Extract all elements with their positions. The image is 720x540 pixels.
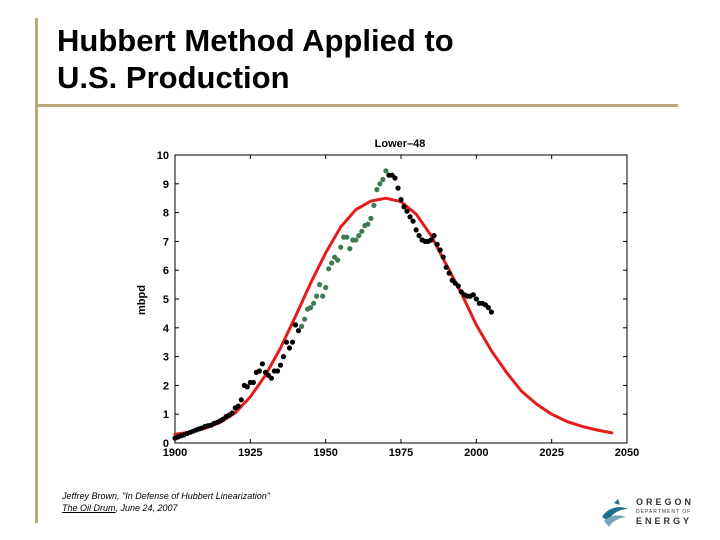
- observed-point: [428, 237, 434, 243]
- observed-point: [401, 204, 407, 210]
- observed-point: [238, 397, 244, 403]
- fitted-range-point: [383, 168, 389, 174]
- fitted-range-point: [359, 228, 365, 234]
- observed-point: [292, 322, 299, 328]
- logo-text-oregon: OREGON: [636, 497, 695, 507]
- fitted-range-point: [368, 215, 374, 221]
- observed-point: [440, 254, 446, 260]
- y-tick-label: 5: [163, 294, 169, 306]
- observed-point: [244, 384, 250, 390]
- fitted-range-point: [347, 246, 353, 252]
- observed-point: [413, 227, 419, 233]
- observed-point: [283, 339, 290, 345]
- y-tick-label: 4: [163, 323, 170, 335]
- citation: Jeffrey Brown, "In Defense of Hubbert Li…: [62, 490, 270, 514]
- fitted-range-point: [380, 176, 386, 183]
- citation-date: , June 24, 2007: [115, 503, 178, 513]
- observed-point: [437, 247, 443, 253]
- observed-point: [295, 328, 302, 334]
- fitted-range-point: [326, 266, 332, 272]
- observed-point: [286, 345, 293, 351]
- y-tick-label: 0: [163, 438, 169, 450]
- x-tick-label: 2025: [539, 447, 563, 459]
- fitted-range-point: [371, 202, 377, 208]
- observed-point: [485, 305, 491, 311]
- x-tick-label: 1950: [313, 447, 337, 459]
- observed-point: [250, 379, 256, 386]
- observed-point: [470, 292, 476, 298]
- fitted-range-point: [335, 257, 341, 263]
- y-tick-label: 3: [163, 352, 169, 364]
- y-tick-label: 1: [163, 409, 169, 421]
- x-tick-label: 1925: [238, 447, 262, 459]
- fitted-range-point: [377, 181, 383, 187]
- fitted-range-point: [323, 284, 329, 291]
- oregon-energy-logo-icon: [602, 499, 628, 527]
- observed-point: [229, 410, 235, 416]
- fitted-range-point: [365, 221, 371, 227]
- fitted-range-point: [353, 237, 359, 243]
- vertical-rule: [35, 18, 38, 523]
- x-tick-label: 2000: [464, 447, 488, 459]
- observed-point: [395, 185, 401, 191]
- y-tick-label: 2: [163, 380, 169, 392]
- observed-point: [398, 197, 404, 203]
- observed-point: [431, 233, 437, 239]
- fitted-range-point: [314, 293, 320, 299]
- hubbert-chart: 1900 1925 1950 1975 2000 2025 2050 0 1 2 3 4 5 6 7 8 9 10…: [136, 138, 639, 459]
- x-tick-label: 2050: [615, 447, 639, 459]
- logo-text-department: DEPARTMENT OF: [636, 509, 692, 515]
- fitted-range-point: [338, 244, 344, 250]
- observed-point: [407, 214, 413, 220]
- citation-line-1: Jeffrey Brown, "In Defense of Hubbert Li…: [62, 491, 270, 501]
- observed-point: [268, 375, 274, 381]
- observed-point: [277, 362, 284, 368]
- y-tick-label: 8: [163, 208, 169, 220]
- y-axis-label: mbpd: [136, 285, 148, 315]
- citation-publication: The Oil Drum: [62, 503, 116, 513]
- observed-point: [443, 264, 449, 270]
- citation-line-2: The Oil Drum, June 24, 2007: [62, 502, 270, 514]
- observed-point: [235, 403, 241, 409]
- observed-point: [473, 296, 479, 302]
- observed-point: [256, 368, 262, 374]
- fitted-range-point: [320, 293, 326, 299]
- observed-point: [434, 241, 440, 247]
- logo-text-energy: ENERGY: [636, 516, 693, 526]
- horizontal-rule: [35, 104, 678, 107]
- observed-point: [488, 309, 494, 315]
- slide-title: Hubbert Method Applied to U.S. Productio…: [57, 23, 454, 95]
- fitted-range-point: [329, 260, 335, 266]
- y-tick-label: 10: [157, 150, 169, 162]
- y-tick-label: 9: [163, 179, 169, 191]
- y-tick-label: 6: [163, 265, 169, 277]
- observed-point: [455, 283, 461, 289]
- observed-point: [404, 208, 410, 214]
- observed-point: [289, 339, 296, 345]
- fitted-range-point: [374, 187, 380, 193]
- observed-point: [280, 354, 287, 360]
- fitted-range-point: [356, 233, 362, 239]
- fitted-range-point: [299, 323, 305, 329]
- observed-point: [416, 233, 422, 239]
- fitted-range-point: [317, 282, 323, 288]
- observed-point: [274, 368, 281, 374]
- y-tick-label: 7: [163, 236, 169, 248]
- x-tick-label: 1900: [163, 447, 187, 459]
- observed-point: [410, 218, 416, 224]
- fitted-range-point: [344, 234, 350, 240]
- x-tick-label: 1975: [389, 447, 413, 459]
- chart-title: Lower–48: [375, 138, 426, 150]
- fitted-range-point: [302, 316, 308, 322]
- observed-point: [259, 361, 265, 367]
- fitted-range-point: [308, 305, 314, 311]
- observed-point: [446, 270, 452, 276]
- oregon-energy-logo: OREGON DEPARTMENT OF ENERGY: [598, 495, 716, 531]
- fitted-range-point: [311, 300, 317, 306]
- hubbert-curve-line: [173, 196, 614, 436]
- observed-point: [392, 175, 398, 181]
